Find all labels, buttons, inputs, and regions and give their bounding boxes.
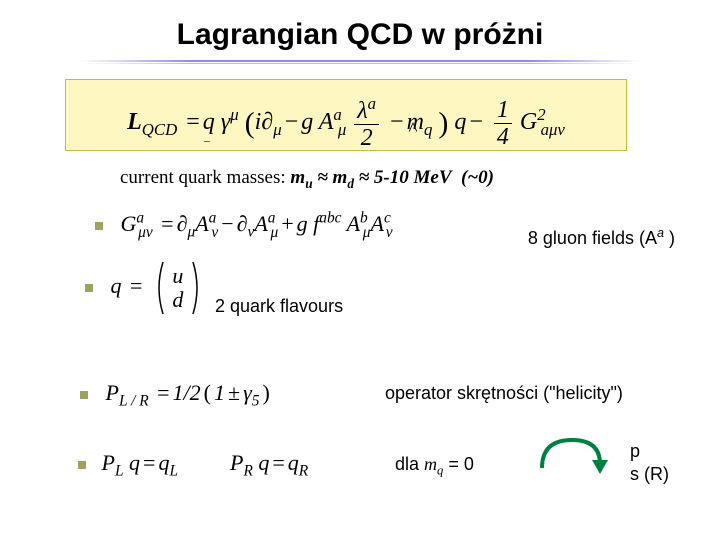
masses-values: mu ≈ md ≈ 5-10 MeV (~0) (290, 167, 494, 188)
gluon-rhs: =∂μAaν−∂νAaμ+g fabc AbμAcν (158, 211, 392, 236)
p-s-label: p s (R) (630, 440, 669, 485)
quark-q: q (111, 273, 122, 298)
quark-doublet-equation: q = ud (85, 260, 205, 316)
slide: Lagrangian QCD w próżni LQCD =_q γμ (i∂μ… (0, 0, 720, 540)
lparen-icon: ( (245, 106, 255, 139)
lagr-G: G2aμν (520, 109, 565, 135)
one-over-four: 14 (494, 98, 512, 149)
rparen-icon: ) (438, 106, 448, 139)
lagr-part2: i∂μ−g Aaμ (255, 109, 347, 135)
lagrangian-L-sub: QCD (142, 120, 177, 139)
bullet-icon (85, 284, 93, 292)
bullet-icon (80, 391, 88, 399)
quark-column: ud (172, 264, 183, 312)
helicity-arrow-icon (530, 430, 610, 480)
mass-zero-condition: dla mq = 0 (395, 454, 474, 479)
title-underline (80, 60, 640, 62)
quark-flavours-label: 2 quark flavours (215, 296, 343, 317)
pl-equation: PL q=qL (78, 450, 178, 480)
helicity-operator-label: operator skrętności ("helicity") (385, 383, 623, 404)
bullet-icon (78, 461, 86, 469)
bullet-icon (95, 222, 103, 230)
gluon-fields-label: 8 gluon fields (Aa ) (528, 226, 675, 249)
slide-title: Lagrangian QCD w próżni (177, 18, 544, 52)
title-underline-shadow (80, 63, 640, 64)
current-quark-masses: current quark masses: mu ≈ md ≈ 5-10 MeV… (120, 167, 494, 192)
lagr-part3: −mq (387, 109, 432, 135)
pr-equation: PR q=qR (230, 450, 308, 480)
quark-eq: = (122, 273, 151, 298)
lagr-part4: q− (454, 109, 486, 135)
lagrangian-equation-box: LQCD =_q γμ (i∂μ−g Aaμ λa2 −mq ) q− 14 G… (65, 79, 627, 151)
lagr-part1: =_q γμ (183, 109, 238, 135)
lagrangian-equation: LQCD =_q γμ (i∂μ−g Aaμ λa2 −mq ) q− 14 G… (127, 109, 565, 135)
gluon-lhs: Gaμν (121, 211, 153, 236)
plr-lhs: PL / R (106, 380, 149, 405)
lparen-large-icon (153, 260, 165, 316)
lagrangian-L: L (127, 109, 142, 135)
lambda-over-2: λa2 (354, 96, 379, 150)
rparen-large-icon (191, 260, 203, 316)
helicity-projector-equation: PL / R =1/2(1±γ5) (80, 380, 273, 410)
gluon-field-strength-equation: Gaμν =∂μAaν−∂νAaμ+g fabc AbμAcν (95, 210, 393, 242)
plr-rhs: =1/2(1±γ5) (154, 380, 273, 405)
masses-label: current quark masses: (120, 167, 290, 188)
